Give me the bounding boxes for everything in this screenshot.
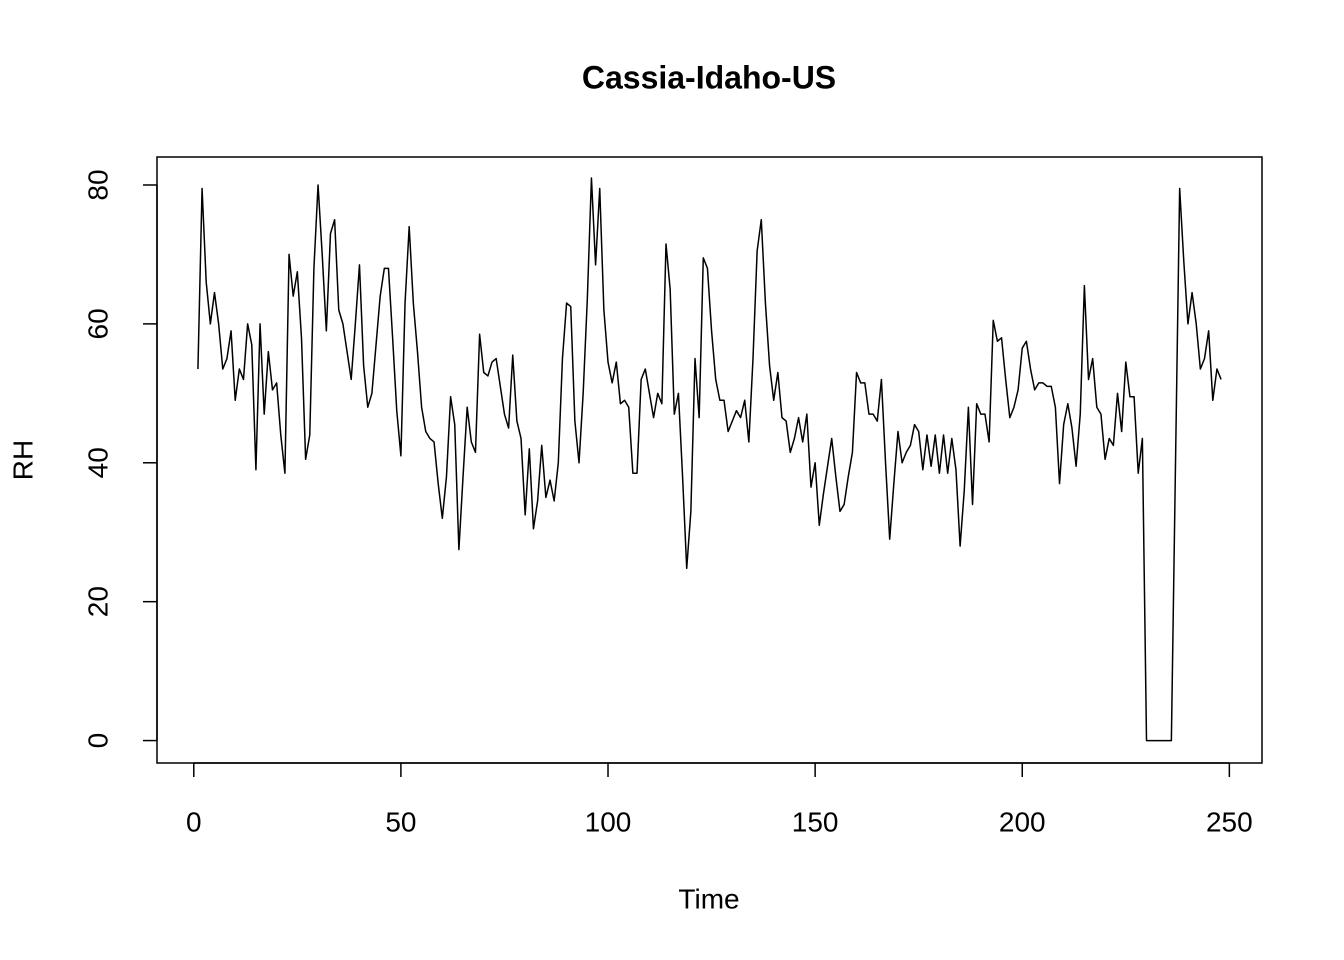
x-tick-label: 200 [999,806,1046,837]
x-tick-label: 50 [385,806,416,837]
y-tick-label: 20 [82,586,113,617]
x-tick-label: 100 [585,806,632,837]
y-tick-label: 0 [82,733,113,749]
chart-title: Cassia-Idaho-US [582,59,836,95]
x-tick-label: 0 [186,806,202,837]
data-line [197,177,1222,742]
y-tick-label: 60 [82,308,113,339]
y-tick-label: 80 [82,169,113,200]
y-tick-label: 40 [82,447,113,478]
x-tick-label: 250 [1206,806,1253,837]
y-axis-label: RH [7,440,38,480]
x-axis-label: Time [678,883,739,914]
x-tick-label: 150 [792,806,839,837]
